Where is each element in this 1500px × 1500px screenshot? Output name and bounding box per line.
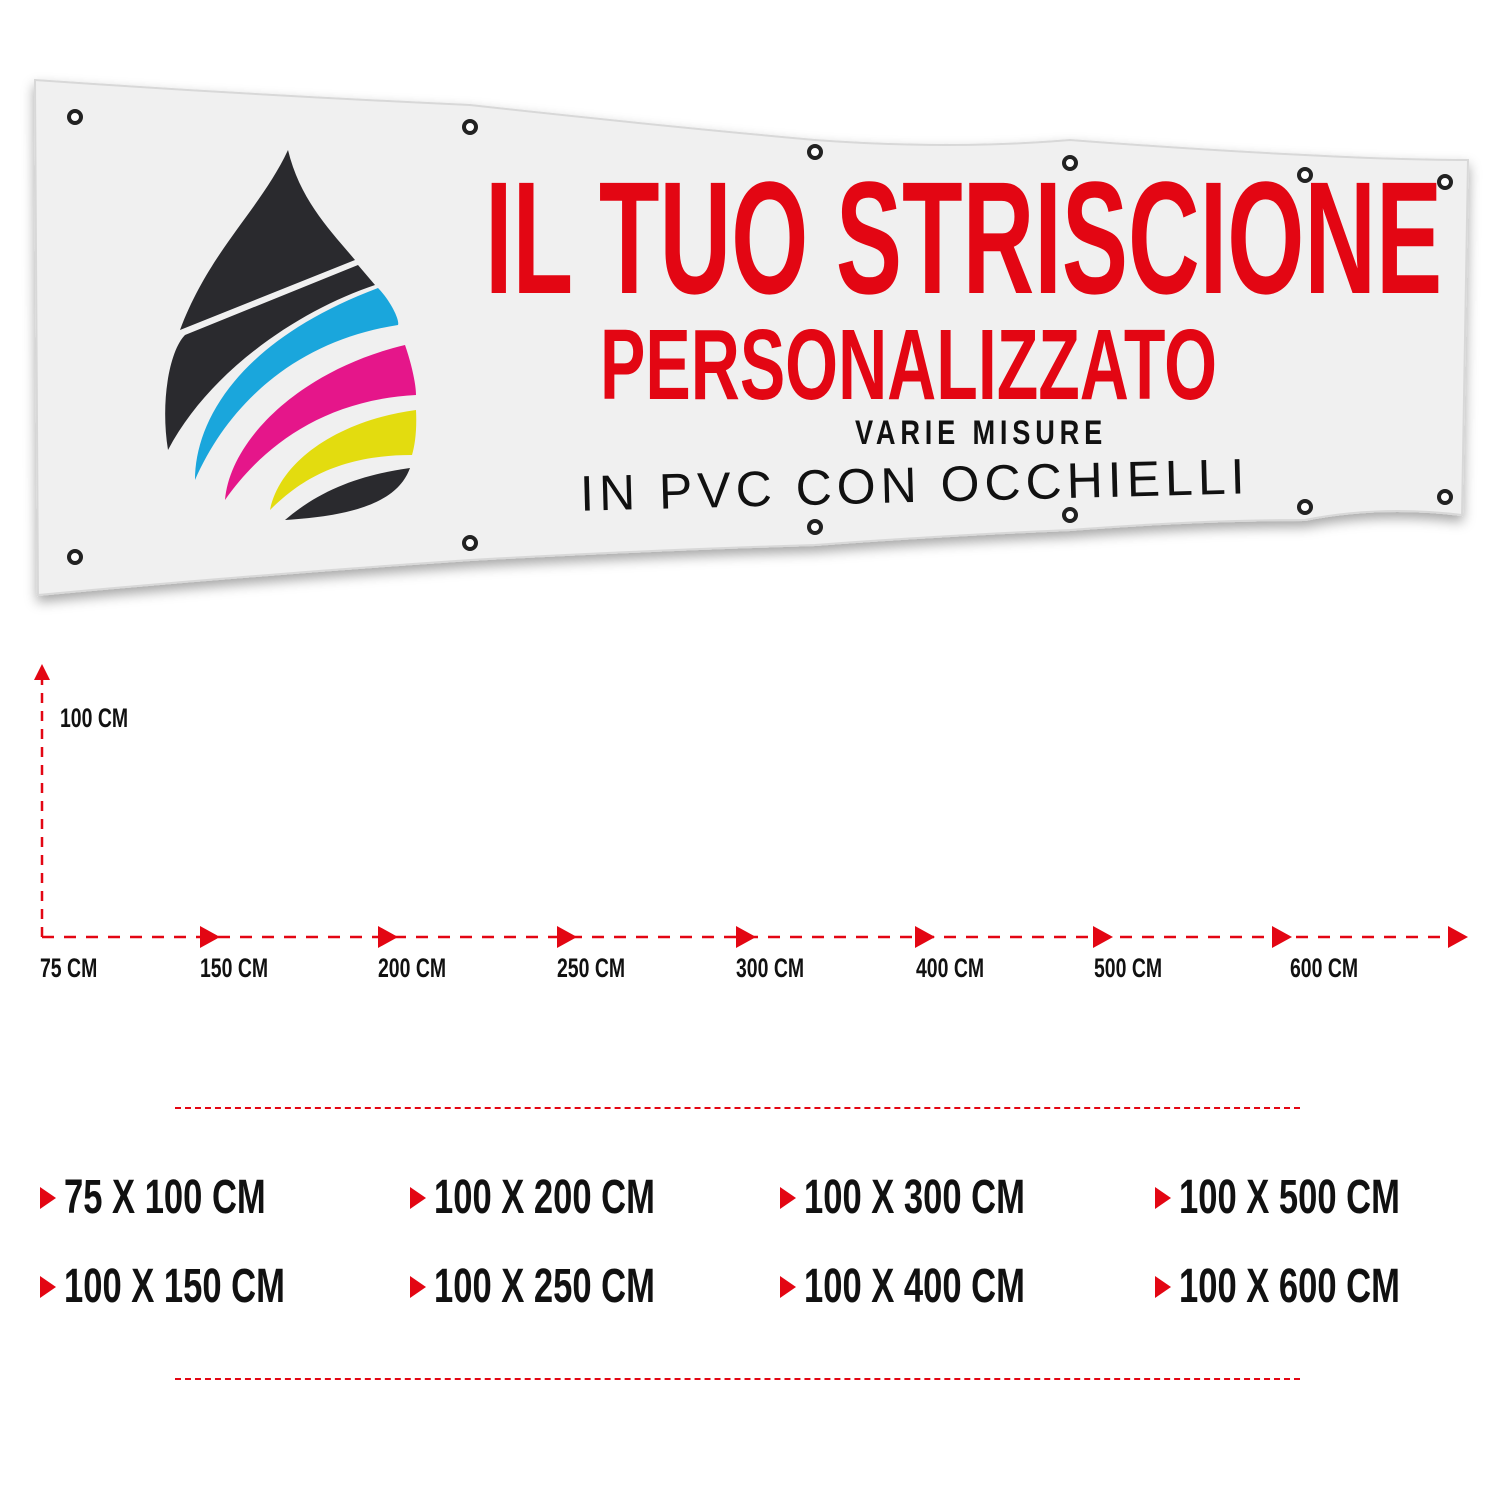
arrow-icon	[736, 926, 756, 948]
size-item: 100 X 400 CM	[780, 1259, 1111, 1314]
width-label: 250 CM	[557, 953, 626, 983]
bullet-triangle-icon	[780, 1186, 796, 1209]
bullet-triangle-icon	[40, 1186, 56, 1209]
size-item: 100 X 250 CM	[410, 1259, 741, 1314]
arrow-icon	[1448, 926, 1468, 948]
size-diagram	[34, 664, 1468, 948]
up-arrow-icon	[34, 664, 50, 680]
banner-mockup	[33, 78, 1470, 597]
size-label: 100 X 500 CM	[1179, 1171, 1400, 1224]
bullet-triangle-icon	[40, 1275, 56, 1298]
width-label: 75 CM	[40, 953, 98, 983]
bullet-triangle-icon	[410, 1186, 426, 1209]
size-label: 75 X 100 CM	[64, 1171, 266, 1224]
size-item: 100 X 600 CM	[1155, 1259, 1486, 1314]
arrow-icon	[200, 926, 220, 948]
width-label: 200 CM	[378, 953, 447, 983]
size-item: 100 X 200 CM	[410, 1170, 741, 1225]
width-label: 150 CM	[200, 953, 269, 983]
size-item: 100 X 300 CM	[780, 1170, 1111, 1225]
arrow-icon	[915, 926, 935, 948]
size-label: 100 X 150 CM	[64, 1260, 285, 1313]
divider-top	[175, 1107, 1300, 1109]
grommets	[67, 109, 1453, 565]
width-label: 300 CM	[736, 953, 805, 983]
arrow-icon	[1272, 926, 1292, 948]
width-label: 500 CM	[1094, 953, 1163, 983]
size-label: 100 X 300 CM	[804, 1171, 1025, 1224]
size-label: 100 X 600 CM	[1179, 1260, 1400, 1313]
size-label: 100 X 250 CM	[434, 1260, 655, 1313]
size-item: 75 X 100 CM	[40, 1170, 344, 1225]
size-label: 100 X 400 CM	[804, 1260, 1025, 1313]
width-arrows	[200, 926, 1468, 948]
bullet-triangle-icon	[780, 1275, 796, 1298]
height-label: 100 CM	[60, 703, 129, 733]
headline-line1: IL TUO STRISCIONE	[485, 158, 1500, 318]
size-item: 100 X 150 CM	[40, 1259, 371, 1314]
width-label: 400 CM	[916, 953, 985, 983]
arrow-icon	[378, 926, 398, 948]
arrow-icon	[557, 926, 577, 948]
bullet-triangle-icon	[410, 1275, 426, 1298]
subtitle-text: VARIE MISURE	[855, 414, 1108, 452]
width-label: 600 CM	[1290, 953, 1359, 983]
headline-line2-text: PERSONALIZZATO	[600, 309, 1218, 421]
divider-bottom	[175, 1378, 1300, 1380]
bullet-triangle-icon	[1155, 1275, 1171, 1298]
arrow-icon	[1093, 926, 1113, 948]
banner-sheet	[33, 78, 1470, 597]
subtitle: VARIE MISURE	[855, 416, 1170, 450]
headline-line1-text: IL TUO STRISCIONE	[485, 148, 1443, 327]
headline-line2: PERSONALIZZATO	[600, 315, 1500, 415]
size-item: 100 X 500 CM	[1155, 1170, 1486, 1225]
bullet-triangle-icon	[1155, 1186, 1171, 1209]
size-label: 100 X 200 CM	[434, 1171, 655, 1224]
cmyk-ink-drop-icon	[165, 150, 417, 520]
